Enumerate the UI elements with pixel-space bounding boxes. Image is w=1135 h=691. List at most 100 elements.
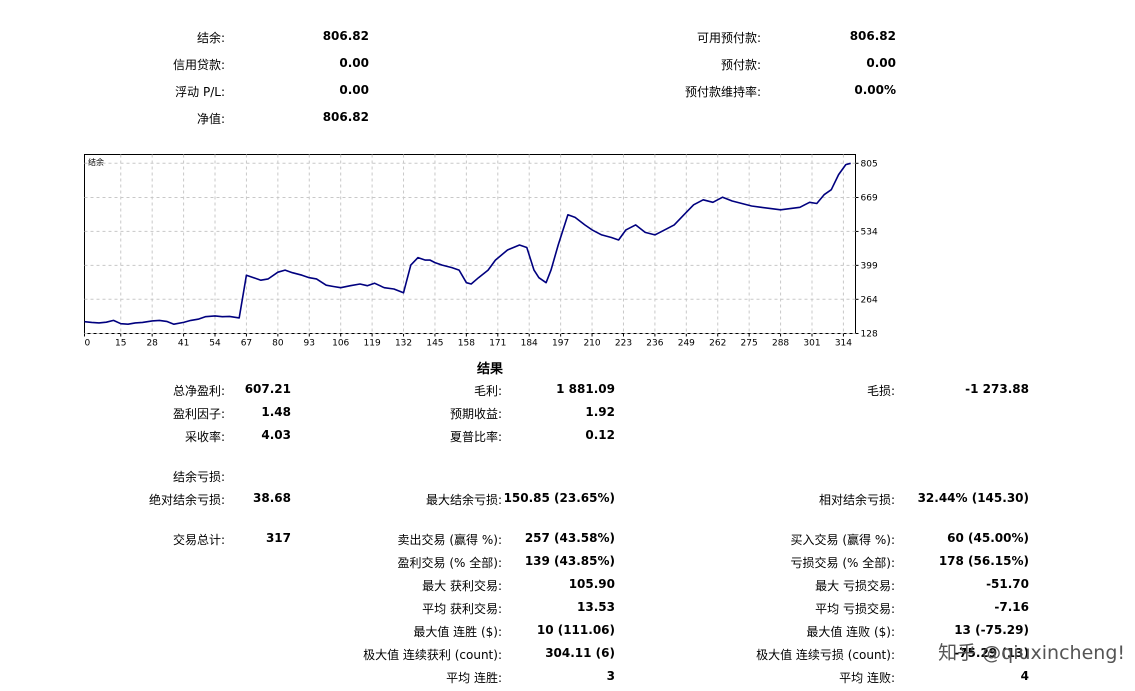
chart-title: 结余 <box>88 157 104 167</box>
largest-loss-label: 最大 亏损交易: <box>815 579 895 593</box>
sharpe-value: 0.12 <box>585 428 615 442</box>
loss-trades-label: 亏损交易 (% 全部): <box>790 556 895 570</box>
profit-factor-label: 盈利因子: <box>172 407 225 421</box>
x-tick-label: 275 <box>741 339 758 349</box>
total-trades-label: 交易总计: <box>172 533 225 547</box>
avg-consec-losses-value: 4 <box>1020 669 1029 683</box>
x-tick-label: 223 <box>615 339 632 349</box>
x-tick-label: 197 <box>552 339 569 349</box>
expected-payoff-value: 1.92 <box>585 405 615 419</box>
recovery-factor-label: 采收率: <box>184 430 225 444</box>
gross-loss-label: 毛损: <box>866 384 895 398</box>
sharpe-label: 夏普比率: <box>449 430 502 444</box>
y-tick-label: 128 <box>861 330 878 340</box>
avg-consec-wins-value: 3 <box>606 669 615 683</box>
margin-level-label: 预付款维持率: <box>684 85 761 99</box>
y-tick-label: 264 <box>861 295 878 305</box>
gross-loss-value: -1 273.88 <box>965 382 1029 396</box>
free-margin-value: 806.82 <box>849 29 896 43</box>
x-tick-label: 249 <box>678 339 695 349</box>
avg-profit-label: 平均 获利交易: <box>422 602 502 616</box>
equity-value: 806.82 <box>322 110 369 124</box>
avg-consec-losses-label: 平均 连败: <box>839 671 895 685</box>
long-trades-label: 买入交易 (赢得 %): <box>790 533 895 547</box>
max-consec-losses-value: 13 (-75.29) <box>954 623 1029 637</box>
x-tick-label: 262 <box>709 339 726 349</box>
x-tick-label: 80 <box>272 339 284 349</box>
max-drawdown-label: 最大结余亏损: <box>425 493 502 507</box>
credit-label: 信用贷款: <box>172 58 225 72</box>
avg-loss-value: -7.16 <box>994 600 1029 614</box>
largest-profit-label: 最大 获利交易: <box>422 579 502 593</box>
free-margin-label: 可用预付款: <box>696 31 761 45</box>
max-consec-loss-label: 极大值 连续亏损 (count): <box>756 648 895 662</box>
y-tick-label: 805 <box>861 159 878 169</box>
x-tick-label: 93 <box>304 339 315 349</box>
x-tick-label: 132 <box>395 339 412 349</box>
x-tick-label: 145 <box>426 339 443 349</box>
y-tick-label: 399 <box>861 261 878 271</box>
max-drawdown-value: 150.85 (23.65%) <box>503 491 615 505</box>
short-trades-label: 卖出交易 (赢得 %): <box>397 533 502 547</box>
rel-drawdown-label: 相对结余亏损: <box>818 493 895 507</box>
floating-pl-value: 0.00 <box>339 83 369 97</box>
recovery-factor-value: 4.03 <box>261 428 291 442</box>
max-consec-profit-label: 极大值 连续获利 (count): <box>363 648 502 662</box>
x-tick-label: 184 <box>521 339 538 349</box>
avg-profit-value: 13.53 <box>577 600 615 614</box>
floating-pl-label: 浮动 P/L: <box>175 85 225 99</box>
results-title: 结果 <box>477 362 504 377</box>
x-tick-label: 301 <box>803 339 820 349</box>
x-tick-label: 41 <box>178 339 189 349</box>
net-profit-value: 607.21 <box>244 382 291 396</box>
largest-profit-value: 105.90 <box>568 577 615 591</box>
y-tick-label: 534 <box>861 227 878 237</box>
x-tick-label: 54 <box>209 339 221 349</box>
rel-drawdown-value: 32.44% (145.30) <box>917 491 1029 505</box>
loss-trades-value: 178 (56.15%) <box>938 554 1029 568</box>
equity-label: 净值: <box>196 112 225 126</box>
x-tick-label: 158 <box>458 339 475 349</box>
y-tick-label: 669 <box>861 193 878 203</box>
x-tick-label: 28 <box>146 339 158 349</box>
credit-value: 0.00 <box>339 56 369 70</box>
x-tick-label: 0 <box>85 339 91 349</box>
short-trades-value: 257 (43.58%) <box>524 531 615 545</box>
balance-label: 结余: <box>196 31 225 45</box>
net-profit-label: 总净盈利: <box>172 384 225 398</box>
balance-value: 806.82 <box>322 29 369 43</box>
gross-profit-value: 1 881.09 <box>556 382 615 396</box>
x-tick-label: 106 <box>332 339 349 349</box>
x-tick-label: 67 <box>241 339 252 349</box>
margin-value: 0.00 <box>866 56 896 70</box>
avg-consec-wins-label: 平均 连胜: <box>446 671 502 685</box>
max-consec-losses-label: 最大值 连败 ($): <box>806 625 895 639</box>
drawdown-section-label: 结余亏损: <box>172 470 225 484</box>
x-tick-label: 236 <box>646 339 663 349</box>
watermark: 知乎 @qiuxincheng! <box>938 642 1125 664</box>
chart-frame <box>84 154 856 334</box>
max-consec-wins-label: 最大值 连胜 ($): <box>413 625 502 639</box>
x-tick-label: 171 <box>489 339 506 349</box>
max-consec-loss-value: -75.29 (13) <box>954 646 1029 660</box>
avg-loss-label: 平均 亏损交易: <box>815 602 895 616</box>
profit-factor-value: 1.48 <box>261 405 291 419</box>
margin-label: 预付款: <box>720 58 761 72</box>
profit-trades-label: 盈利交易 (% 全部): <box>397 556 502 570</box>
balance-chart: 0 15 28 41 54 67 80 93 106 119 132 145 158 171 184 197 2… <box>84 154 878 349</box>
expected-payoff-label: 预期收益: <box>449 407 502 421</box>
abs-drawdown-label: 绝对结余亏损: <box>148 493 225 507</box>
max-consec-wins-value: 10 (111.06) <box>536 623 615 637</box>
x-tick-label: 210 <box>583 339 600 349</box>
balance-series-line <box>84 162 851 325</box>
margin-level-value: 0.00% <box>854 83 896 97</box>
long-trades-value: 60 (45.00%) <box>947 531 1029 545</box>
largest-loss-value: -51.70 <box>986 577 1029 591</box>
total-trades-value: 317 <box>265 531 291 545</box>
x-tick-label: 119 <box>364 339 381 349</box>
x-tick-label: 288 <box>772 339 789 349</box>
x-tick-label: 15 <box>115 339 126 349</box>
max-consec-profit-value: 304.11 (6) <box>545 646 615 660</box>
gross-profit-label: 毛利: <box>473 384 502 398</box>
profit-trades-value: 139 (43.85%) <box>524 554 615 568</box>
